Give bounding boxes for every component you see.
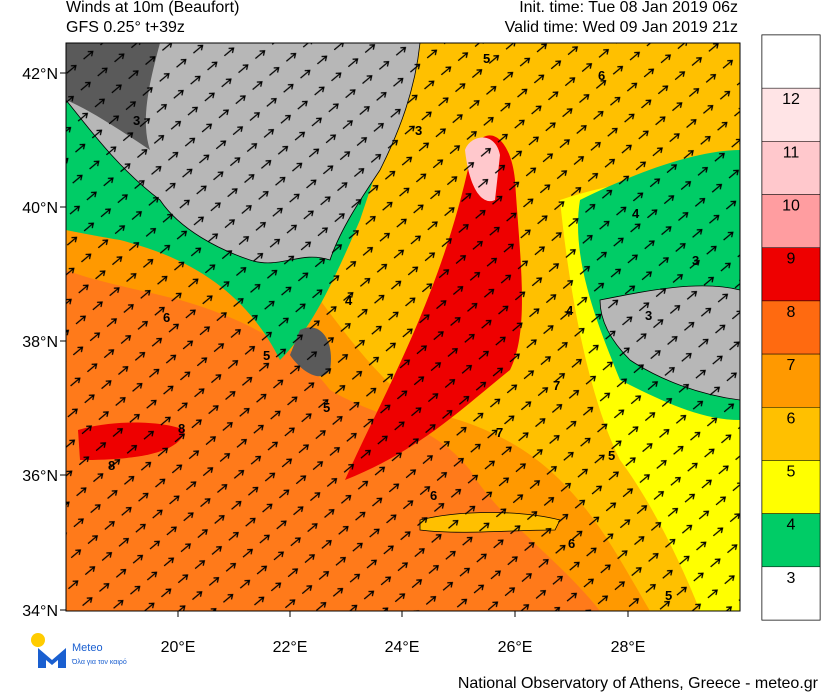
- contour-label: 4: [345, 293, 353, 308]
- contour-label: 5: [323, 400, 330, 415]
- lat-label: 36°N: [22, 468, 58, 485]
- contour-label: 6: [598, 68, 605, 83]
- colorbar-box: [761, 300, 821, 355]
- contour-label: 5: [263, 348, 270, 363]
- footer: National Observatory of Athens, Greece -…: [458, 675, 819, 692]
- colorbar-box: [761, 87, 821, 142]
- contour-label: 6: [163, 310, 170, 325]
- contour-label: 6: [430, 488, 437, 503]
- colorbar-label: 10: [782, 198, 800, 215]
- contour-label: 4: [632, 206, 640, 221]
- colorbar-box: [761, 194, 821, 248]
- logo-tagline: Όλα για τον καιρό: [71, 658, 127, 666]
- colorbar-top: [761, 34, 821, 89]
- lon-label: 22°E: [273, 639, 308, 656]
- colorbar-label: 4: [787, 517, 796, 534]
- lat-label: 34°N: [22, 603, 58, 620]
- colorbar-label: 11: [783, 144, 800, 161]
- contour-label: 8: [108, 458, 115, 473]
- colorbar-label: 12: [782, 91, 800, 108]
- colorbar-label: 7: [787, 357, 796, 374]
- contour-label: 8: [178, 421, 185, 436]
- contour-label: 6: [568, 536, 575, 551]
- colorbar-label: 5: [787, 463, 796, 480]
- lat-label: 40°N: [22, 200, 58, 217]
- colorbar-label: 3: [787, 570, 796, 587]
- map-frame: [65, 42, 741, 612]
- valid-time: Valid time: Wed 09 Jan 2019 21z: [505, 19, 738, 36]
- logo-name: Meteo: [72, 642, 103, 654]
- contour-label: 7: [553, 378, 560, 393]
- lon-label: 28°E: [611, 639, 646, 656]
- contour-label: 3: [133, 113, 140, 128]
- contour-label: 7: [496, 425, 503, 440]
- colorbar-label: 9: [787, 251, 796, 268]
- logo: Meteo Όλα για τον καιρό: [31, 633, 127, 668]
- colorbar-label: 6: [787, 410, 796, 427]
- contour-label: 5: [665, 588, 672, 603]
- colorbar-box: [761, 566, 821, 621]
- contour-label: 5: [483, 51, 490, 66]
- title: Winds at 10m (Beaufort): [66, 0, 239, 16]
- lat-label: 42°N: [22, 66, 58, 83]
- init-time: Init. time: Tue 08 Jan 2019 06z: [519, 0, 738, 16]
- colorbar-label: 8: [787, 304, 796, 321]
- contour-label: 4: [566, 303, 574, 318]
- model: GFS 0.25° t+39z: [66, 19, 185, 36]
- colorbar-box: [761, 141, 821, 195]
- contour-label: 3: [692, 253, 699, 268]
- map: [66, 43, 740, 611]
- colorbar-box: [761, 513, 821, 568]
- logo-dot: [31, 633, 45, 647]
- contour-label: 3: [645, 308, 652, 323]
- lon-label: 24°E: [385, 639, 420, 656]
- lon-label: 26°E: [498, 639, 533, 656]
- contour-label: 5: [608, 448, 615, 463]
- logo-mark: [38, 648, 66, 668]
- colorbar-box: [761, 407, 821, 461]
- contour-label: 3: [415, 123, 422, 138]
- lon-label: 20°E: [161, 639, 196, 656]
- colorbar-box: [761, 353, 821, 408]
- colorbar-box: [761, 460, 821, 514]
- lat-label: 38°N: [22, 334, 58, 351]
- colorbar-box: [761, 247, 821, 302]
